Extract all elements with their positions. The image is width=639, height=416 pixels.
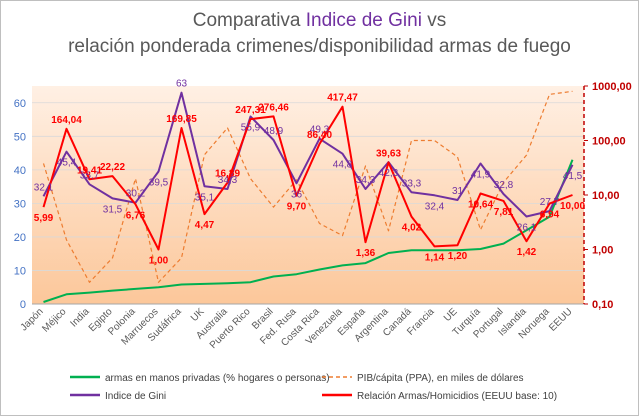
gini-label-1: 45,4: [57, 158, 77, 169]
rel-label-22: 6,94: [540, 210, 560, 221]
y-left-tick-20: 20: [14, 232, 26, 244]
y-right-tick-100,00: 100,00: [592, 136, 626, 148]
series-line-1: [42, 90, 573, 283]
y-left-tick-60: 60: [14, 98, 26, 110]
series-layer: [42, 90, 574, 303]
y-right-tick-10,00: 10,00: [592, 190, 620, 202]
x-tick-UK: UK: [189, 306, 207, 324]
axes: 01020304050600,101,0010,00100,001000,00J…: [14, 81, 632, 351]
x-tick-Méjico: Méjico: [40, 306, 69, 335]
gini-label-5: 39,5: [149, 178, 169, 189]
rel-label-11: 9,70: [287, 202, 307, 213]
rel-label-20: 7,81: [494, 207, 514, 218]
y-right-tick-1,00: 1,00: [592, 245, 613, 257]
rel-label-2: 19,41: [77, 165, 102, 176]
rel-label-15: 39,63: [376, 148, 401, 159]
gini-label-0: 32,1: [34, 182, 54, 193]
gini-label-15: 42,3: [379, 168, 399, 179]
title-part1: Comparativa: [192, 10, 306, 31]
gini-label-13: 44,8: [333, 160, 353, 171]
gini-label-19: 41,9: [471, 169, 491, 180]
gini-label-8: 34,3: [218, 175, 238, 186]
legend-label-2: Indice de Gini: [105, 391, 166, 402]
legend-label-0: armas en manos privadas (% hogares o per…: [105, 373, 330, 384]
gini-label-14: 34,3: [356, 175, 376, 186]
gini-label-9: 55,9: [241, 123, 261, 134]
gini-label-16: 33,3: [402, 178, 422, 189]
chart-title: Comparativa Indice de Gini vs relación p…: [0, 8, 639, 60]
title-line-2: relación ponderada crimenes/disponibilid…: [68, 36, 571, 57]
rel-label-5: 1,00: [149, 256, 169, 267]
gini-label-17: 32,4: [425, 201, 445, 212]
gini-label-4: 30,2: [126, 189, 146, 200]
rel-label-10: 276,46: [258, 102, 289, 113]
rel-label-8: 16,89: [215, 169, 240, 180]
series-line-0: [43, 159, 574, 303]
gini-label-7: 35,1: [195, 192, 215, 203]
rel-label-18: 1,20: [448, 251, 468, 262]
gini-label-22: 27,7: [540, 197, 560, 208]
rel-label-3: 22,22: [100, 162, 125, 173]
gini-label-2: 35,7: [80, 170, 100, 181]
y-left-tick-50: 50: [14, 131, 26, 143]
rel-label-14: 1,36: [356, 248, 376, 259]
rel-label-7: 4,47: [195, 220, 215, 231]
series-line-3: [42, 105, 573, 251]
gini-label-21: 26,1: [517, 222, 537, 233]
x-tick-UE: UE: [442, 306, 460, 324]
legend-label-3: Relación Armas/Homicidios (EEUU base: 10…: [357, 391, 557, 402]
title-highlight: Indice de Gini: [305, 10, 422, 31]
y-left-tick-30: 30: [14, 198, 26, 210]
y-left-tick-40: 40: [14, 165, 26, 177]
rel-label-21: 1,42: [517, 247, 537, 258]
gini-label-11: 36: [291, 189, 303, 200]
gini-label-20: 32,8: [494, 180, 514, 191]
rel-label-19: 10,64: [468, 200, 493, 211]
rel-label-9: 247,31: [235, 105, 266, 116]
legend-label-1: PIB/cápita (PPA), en miles de dólares: [357, 373, 524, 384]
y-right-tick-1000,00: 1000,00: [592, 81, 632, 93]
series-line-2: [42, 91, 574, 218]
rel-label-16: 4,02: [402, 223, 422, 234]
title-line-1: Comparativa Indice de Gini vs: [0, 8, 639, 34]
legend: armas en manos privadas (% hogares o per…: [70, 373, 557, 402]
x-tick-EEUU: EEUU: [547, 306, 574, 333]
rel-label-23: 10,00: [560, 201, 585, 212]
plot-background: [32, 86, 584, 304]
rel-label-1: 164,04: [51, 115, 82, 126]
y-left-tick-10: 10: [14, 265, 26, 277]
gini-label-18: 31: [452, 186, 464, 197]
rel-label-0: 5,99: [34, 213, 54, 224]
gini-label-3: 31,5: [103, 204, 123, 215]
y-right-tick-0,10: 0,10: [592, 299, 613, 311]
gini-label-6: 63: [176, 79, 188, 90]
rel-label-4: 6,76: [126, 210, 146, 221]
gini-label-12: 49,3: [310, 125, 330, 136]
gini-label-10: 48,9: [264, 126, 284, 137]
rel-label-13: 417,47: [327, 93, 358, 104]
y-left-tick-0: 0: [20, 299, 26, 311]
rel-label-6: 169,85: [166, 114, 197, 125]
rel-label-17: 1,14: [425, 252, 445, 263]
gini-label-23: 41,5: [563, 171, 583, 182]
rel-label-12: 86,40: [307, 130, 332, 141]
title-part2: vs: [421, 10, 447, 31]
